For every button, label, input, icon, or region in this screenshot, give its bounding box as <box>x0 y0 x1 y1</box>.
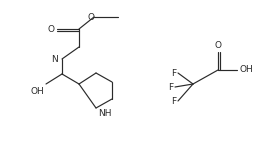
Text: O: O <box>47 24 54 33</box>
Text: N: N <box>51 55 58 64</box>
Text: OH: OH <box>239 66 253 74</box>
Text: NH: NH <box>98 109 112 118</box>
Text: F: F <box>171 69 176 78</box>
Text: OH: OH <box>30 87 44 96</box>
Text: O: O <box>87 12 94 21</box>
Text: O: O <box>215 41 221 50</box>
Text: F: F <box>171 97 176 105</box>
Text: F: F <box>168 83 173 92</box>
